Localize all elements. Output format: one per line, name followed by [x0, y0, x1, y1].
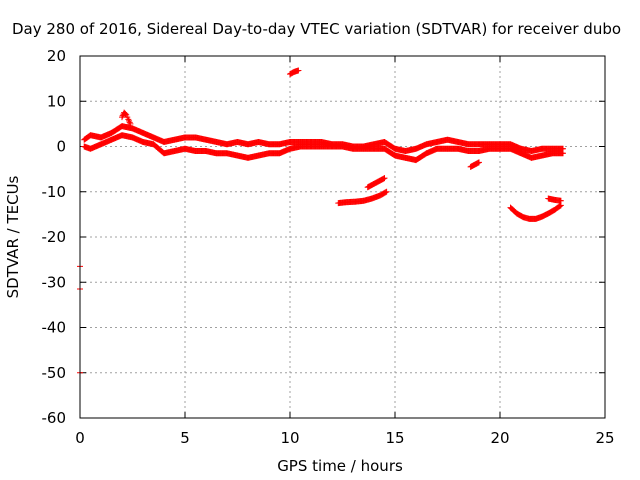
chart-title: Day 280 of 2016, Sidereal Day-to-day VTE… [12, 20, 621, 38]
data-point [381, 175, 388, 182]
x-tick-label: 0 [75, 429, 85, 447]
data-point [557, 197, 564, 204]
axis-ticks: 0 5 10 15 20 25 -60 -50 -40 -30 -20 -10 0 10 20 [42, 47, 615, 447]
plot-frame [79, 55, 606, 419]
data-point [122, 111, 129, 118]
x-tick-label: 15 [385, 429, 404, 447]
y-tick-label: -60 [42, 409, 67, 427]
data-points [77, 67, 566, 376]
y-tick-label: -40 [42, 319, 67, 337]
data-point [383, 188, 390, 195]
data-point [476, 159, 482, 166]
data-point [382, 189, 389, 196]
y-tick-label: -10 [42, 183, 67, 201]
y-axis-label: SDTVAR / TECUs [4, 175, 22, 298]
data-point [560, 150, 566, 157]
data-point [127, 120, 134, 127]
x-axis-label: GPS time / hours [277, 457, 403, 475]
data-point [295, 67, 302, 74]
x-tick-label: 5 [180, 429, 190, 447]
x-tick-label: 25 [595, 429, 614, 447]
y-tick-label: 0 [56, 138, 66, 156]
y-tick-label: 20 [47, 47, 66, 65]
x-tick-label: 10 [280, 429, 299, 447]
x-tick-label: 20 [490, 429, 509, 447]
y-tick-label: -50 [42, 364, 67, 382]
data-point [557, 202, 563, 209]
y-tick-label: -20 [42, 228, 67, 246]
y-tick-label: 10 [47, 92, 66, 110]
y-tick-label: -30 [42, 273, 67, 291]
grid-lines [80, 56, 605, 418]
